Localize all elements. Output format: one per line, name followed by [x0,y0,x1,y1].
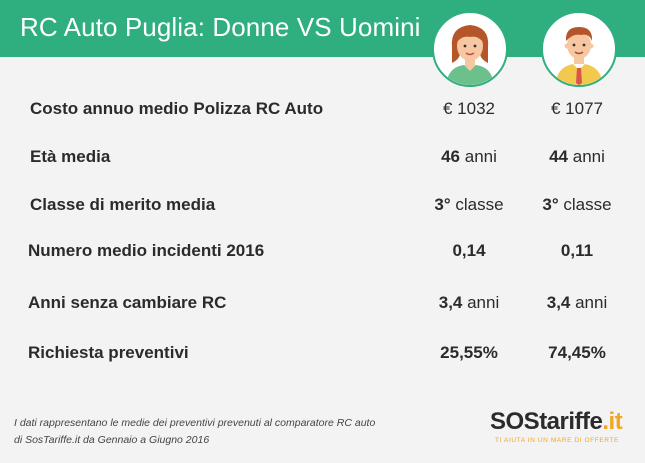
man-value: 0,11 [560,241,594,260]
logo-tagline: TI AIUTA IN UN MARE DI OFFERTE [495,437,619,444]
man-value: 3° classe [542,195,612,214]
page-title: RC Auto Puglia: Donne VS Uomini [20,12,421,42]
table-row: Richiesta preventivi 25,55% 74,45% [0,343,645,367]
row-label: Richiesta preventivi [28,343,189,362]
woman-value: 3,4 anni [438,293,500,312]
woman-value: 3° classe [434,195,504,214]
logo-wordmark: SOStariffe.it [490,408,623,435]
row-label: Classe di merito media [30,195,216,214]
row-label: Costo annuo medio Polizza RC Auto [30,99,324,118]
woman-value: € 1032 [443,99,495,118]
woman-avatar-icon [432,11,508,87]
woman-value: 25,55% [440,343,498,362]
woman-value: 46 anni [441,147,497,166]
man-avatar-icon [541,11,617,87]
sostariffe-logo: SOStariffe.it TI AIUTA IN UN MARE DI OFF… [490,408,630,448]
row-label: Numero medio incidenti 2016 [28,241,265,260]
woman-value: 0,14 [452,241,486,260]
footnote: I dati rappresentano le medie dei preven… [14,415,434,449]
man-value: 74,45% [548,343,606,362]
row-label: Anni senza cambiare RC [28,293,227,312]
row-label: Età media [30,147,111,166]
man-value: 3,4 anni [546,293,608,312]
man-value: 44 anni [549,147,605,166]
header-bar: RC Auto Puglia: Donne VS Uomini [0,0,645,57]
footnote-line: di SosTariffe.it da Gennaio a Giugno 201… [14,434,210,446]
table-row: Costo annuo medio Polizza RC Auto € 1032… [0,99,645,123]
man-value: € 1077 [551,99,603,118]
footnote-line: I dati rappresentano le medie dei preven… [14,417,376,429]
table-row: Numero medio incidenti 2016 0,14 0,11 [0,241,645,265]
table-row: Classe di merito media 3° classe 3° clas… [0,195,645,219]
table-row: Età media 46 anni 44 anni [0,147,645,171]
table-row: Anni senza cambiare RC 3,4 anni 3,4 anni [0,293,645,317]
